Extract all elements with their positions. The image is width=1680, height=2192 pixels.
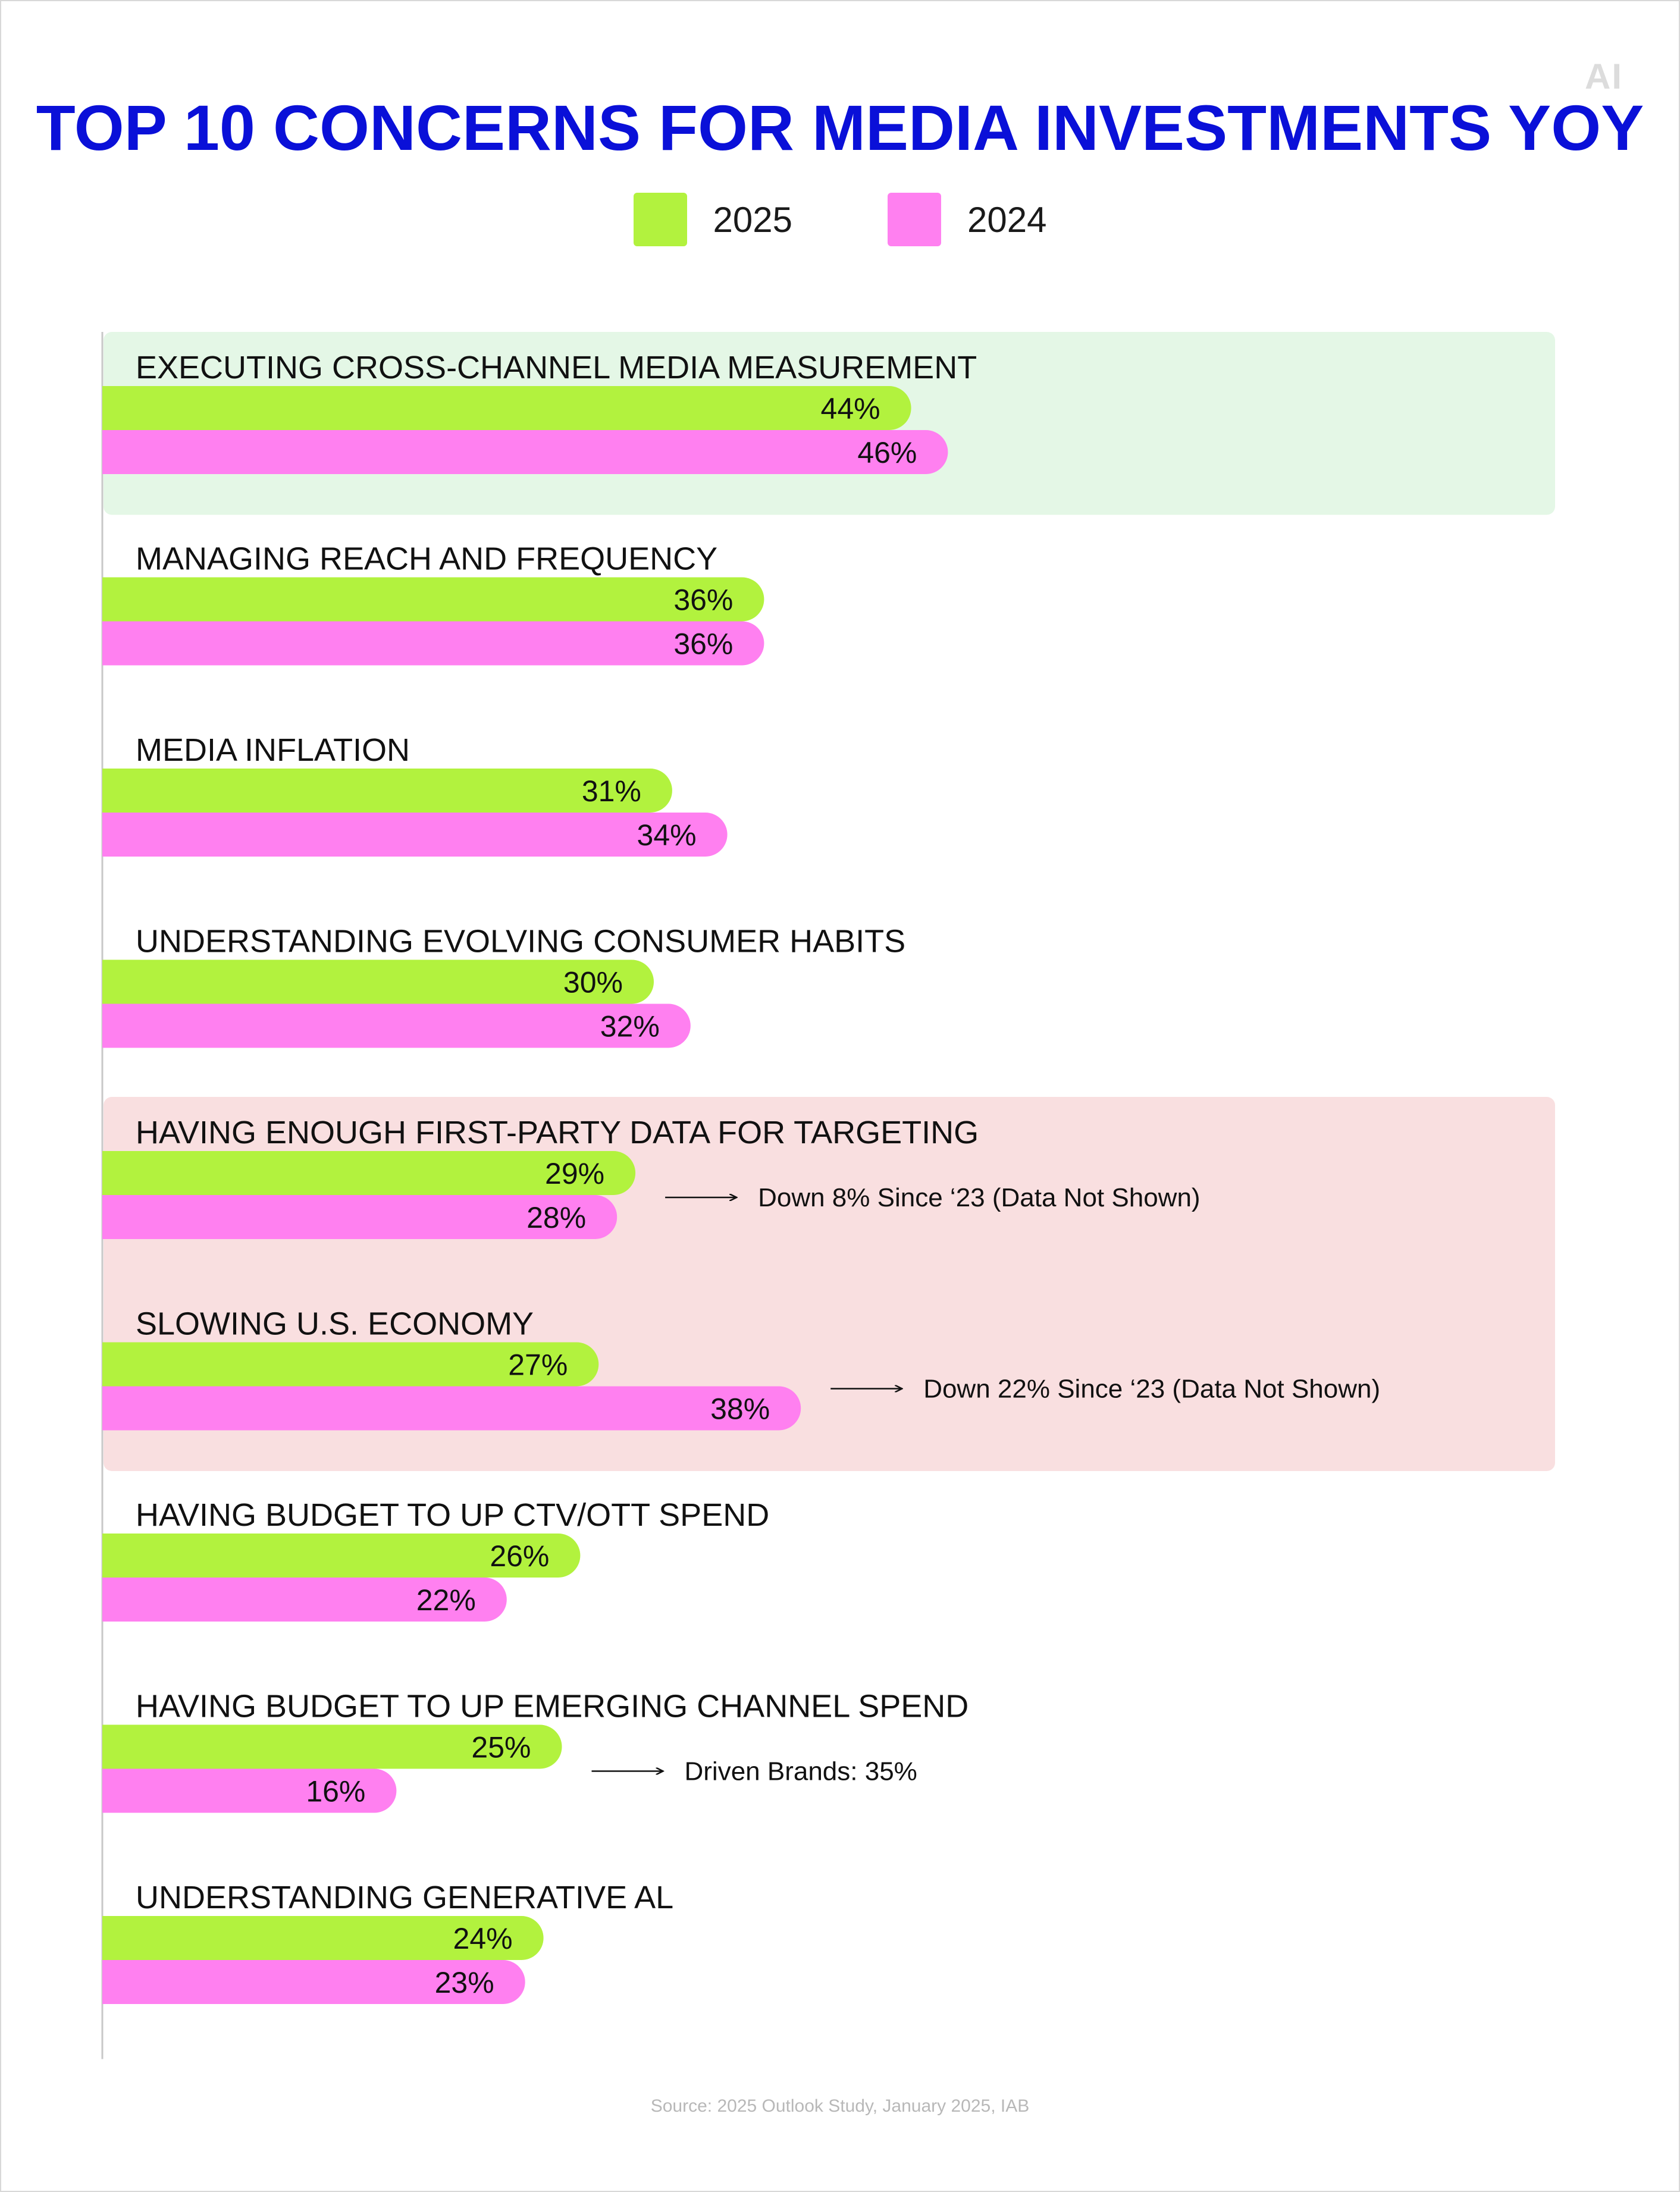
bar-2024 (102, 813, 728, 857)
annotation-text: Down 8% Since ‘23 (Data Not Shown) (758, 1183, 1200, 1212)
category-label: UNDERSTANDING EVOLVING CONSUMER HABITS (136, 924, 905, 959)
bar-value-label-2025: 27% (508, 1349, 568, 1382)
bar-2025 (102, 386, 911, 430)
bar-value-label-2025: 31% (582, 774, 641, 808)
bar-2024 (102, 430, 948, 474)
chart-title: TOP 10 CONCERNS FOR MEDIA INVESTMENTS YO… (36, 92, 1644, 164)
source-note: Source: 2025 Outlook Study, January 2025… (650, 2096, 1030, 2116)
category-label: MANAGING REACH AND FREQUENCY (136, 541, 717, 577)
brand-logo: AI (1585, 57, 1623, 96)
bar-value-label-2024: 22% (416, 1583, 476, 1617)
bar-2025 (102, 577, 764, 622)
bar-2024 (102, 1960, 525, 2004)
bar-value-label-2024: 46% (857, 436, 917, 469)
bar-value-label-2024: 34% (637, 819, 697, 852)
annotation-text: Driven Brands: 35% (685, 1757, 917, 1786)
bar-2024 (102, 1768, 397, 1813)
category-label: EXECUTING CROSS-CHANNEL MEDIA MEASUREMEN… (136, 350, 977, 385)
bar-value-label-2024: 38% (710, 1393, 770, 1426)
bar-value-label-2025: 24% (453, 1922, 513, 1955)
bar-value-label-2025: 25% (471, 1731, 531, 1764)
bar-2025 (102, 959, 654, 1004)
legend-item-2024: 2024 (888, 193, 1046, 246)
bar-value-label-2024: 28% (526, 1201, 586, 1234)
category-label: HAVING ENOUGH FIRST-PARTY DATA FOR TARGE… (136, 1115, 979, 1150)
bar-value-label-2025: 44% (821, 392, 880, 425)
category-label: MEDIA INFLATION (136, 732, 410, 768)
chart-legend: 2025 2024 (1, 193, 1679, 246)
bar-2024 (102, 1004, 691, 1048)
category-label: SLOWING U.S. ECONOMY (136, 1306, 534, 1342)
bar-2025 (102, 1151, 636, 1195)
legend-swatch-2025 (633, 193, 687, 246)
legend-label-2025: 2025 (713, 199, 792, 240)
bar-2025 (102, 1342, 599, 1387)
bar-2024 (102, 1386, 801, 1431)
bar-value-label-2025: 36% (673, 584, 733, 617)
bar-value-label-2025: 29% (545, 1157, 604, 1190)
bar-2024 (102, 621, 764, 666)
bar-2024 (102, 1195, 618, 1239)
category-label: HAVING BUDGET TO UP CTV/OTT SPEND (136, 1497, 769, 1533)
bar-2025 (102, 1534, 581, 1578)
bar-2024 (102, 1578, 507, 1622)
bar-2025 (102, 1724, 562, 1769)
bar-value-label-2025: 30% (563, 966, 623, 999)
bar-value-label-2024: 36% (673, 628, 733, 661)
category-label: UNDERSTANDING GENERATIVE AL (136, 1880, 673, 1915)
legend-item-2025: 2025 (633, 193, 792, 246)
legend-swatch-2024 (888, 193, 941, 246)
bar-2025 (102, 1916, 544, 1960)
annotation-text: Down 22% Since ‘23 (Data Not Shown) (923, 1375, 1380, 1404)
legend-label-2024: 2024 (967, 199, 1047, 240)
bar-value-label-2024: 16% (306, 1775, 365, 1808)
bar-2025 (102, 769, 672, 813)
bar-value-label-2024: 23% (435, 1966, 494, 1999)
category-label: HAVING BUDGET TO UP EMERGING CHANNEL SPE… (136, 1689, 968, 1724)
bar-value-label-2024: 32% (600, 1010, 660, 1043)
bar-value-label-2025: 26% (490, 1539, 549, 1573)
